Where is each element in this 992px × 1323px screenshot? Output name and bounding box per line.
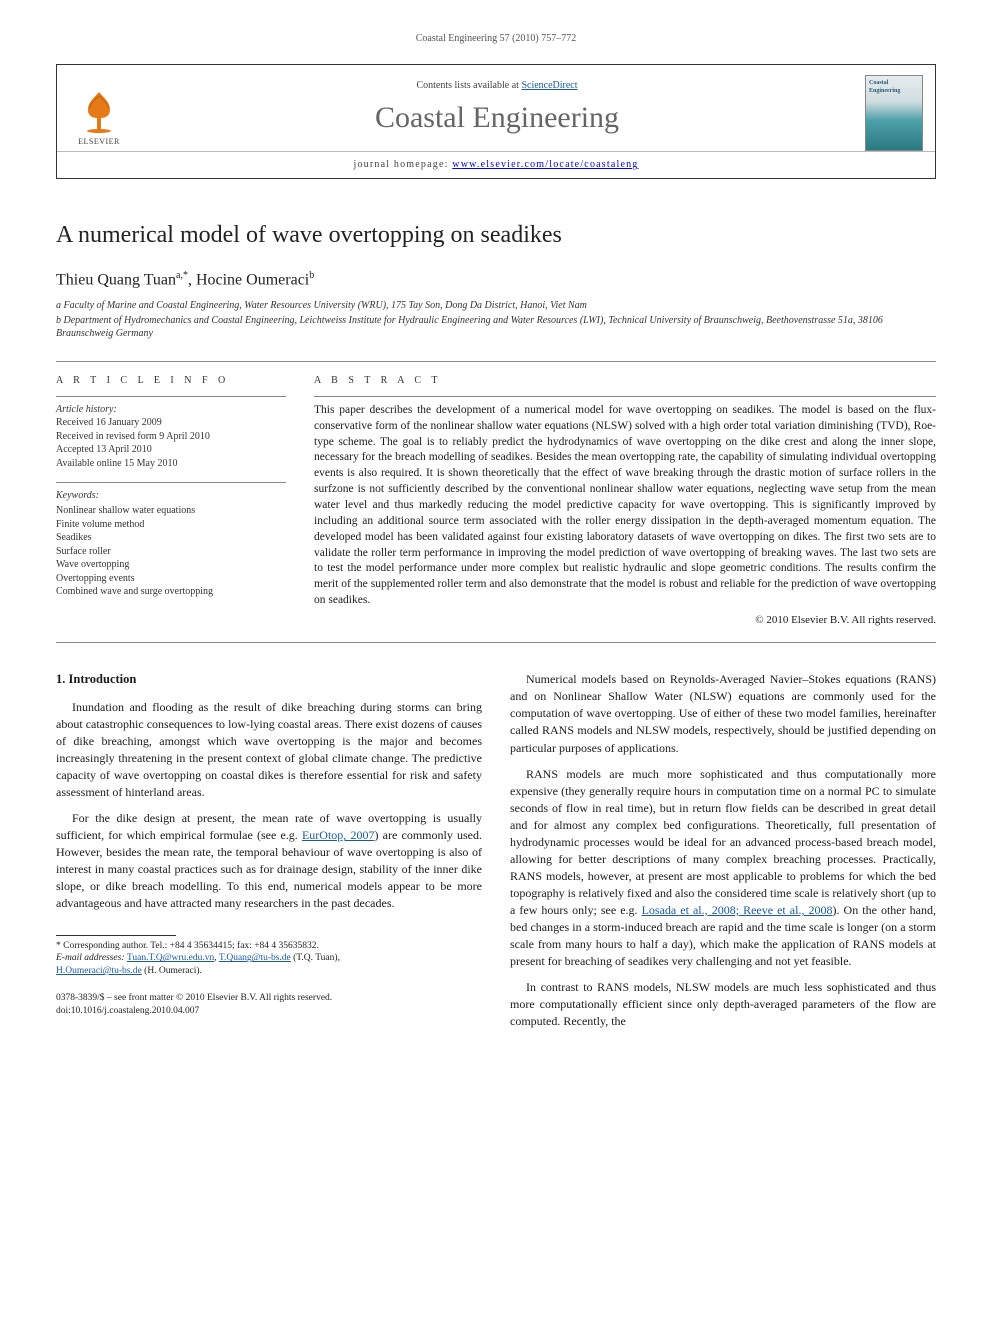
contents-prefix: Contents lists available at bbox=[416, 80, 521, 91]
divider-after-abstract bbox=[56, 642, 936, 643]
abstract-label: A B S T R A C T bbox=[314, 374, 936, 388]
info-divider bbox=[56, 396, 286, 397]
keywords-label: Keywords: bbox=[56, 489, 286, 503]
header-middle: Contents lists available at ScienceDirec… bbox=[137, 79, 857, 147]
journal-homepage-link[interactable]: www.elsevier.com/locate/coastaleng bbox=[452, 159, 638, 170]
divider-rule bbox=[56, 361, 936, 362]
elsevier-wordmark: ELSEVIER bbox=[78, 136, 120, 147]
history-revised: Received in revised form 9 April 2010 bbox=[56, 430, 286, 444]
email-who: (T.Q. Tuan), bbox=[291, 953, 340, 963]
history-label: Article history: bbox=[56, 403, 286, 417]
article-title: A numerical model of wave overtopping on… bbox=[56, 219, 936, 253]
email-link[interactable]: T.Quang@tu-bs.de bbox=[219, 953, 291, 963]
cover-title: Coastal Engineering bbox=[869, 79, 919, 96]
keyword: Surface roller bbox=[56, 545, 286, 559]
email-link[interactable]: H.Oumeraci@tu-bs.de bbox=[56, 966, 142, 976]
journal-header-box: ELSEVIER Contents lists available at Sci… bbox=[56, 64, 936, 179]
authors-line: Thieu Quang Tuana,*, Hocine Oumeracib bbox=[56, 269, 936, 292]
journal-cover-thumbnail: Coastal Engineering bbox=[865, 75, 923, 151]
article-info-label: A R T I C L E I N F O bbox=[56, 374, 286, 388]
author-1-affil-sup: a, bbox=[176, 270, 183, 281]
running-header: Coastal Engineering 57 (2010) 757–772 bbox=[56, 32, 936, 46]
author-sep: , bbox=[188, 271, 196, 288]
body-paragraph: RANS models are much more sophisticated … bbox=[510, 766, 936, 970]
keyword: Wave overtopping bbox=[56, 558, 286, 572]
keyword: Overtopping events bbox=[56, 572, 286, 586]
journal-name: Coastal Engineering bbox=[137, 97, 857, 139]
email-link[interactable]: Tuan.T.Q@wru.edu.vn bbox=[127, 953, 214, 963]
email-label: E-mail addresses: bbox=[56, 953, 127, 963]
keywords-list: Nonlinear shallow water equations Finite… bbox=[56, 504, 286, 599]
history-online: Available online 15 May 2010 bbox=[56, 457, 286, 471]
body-two-columns: 1. Introduction Inundation and flooding … bbox=[56, 671, 936, 1039]
header-top-row: ELSEVIER Contents lists available at Sci… bbox=[57, 65, 935, 151]
info-abstract-row: A R T I C L E I N F O Article history: R… bbox=[56, 374, 936, 629]
article-history: Article history: Received 16 January 200… bbox=[56, 403, 286, 471]
journal-homepage-line: journal homepage: www.elsevier.com/locat… bbox=[57, 151, 935, 178]
info-divider-2 bbox=[56, 482, 286, 483]
article-info-column: A R T I C L E I N F O Article history: R… bbox=[56, 374, 286, 629]
abstract-divider bbox=[314, 396, 936, 397]
sciencedirect-link[interactable]: ScienceDirect bbox=[521, 80, 577, 91]
email-who: (H. Oumeraci). bbox=[142, 966, 202, 976]
abstract-column: A B S T R A C T This paper describes the… bbox=[314, 374, 936, 629]
body-paragraph: Numerical models based on Reynolds-Avera… bbox=[510, 671, 936, 756]
abstract-text: This paper describes the development of … bbox=[314, 403, 936, 609]
author-2-affil-sup: b bbox=[309, 270, 314, 281]
keyword: Seadikes bbox=[56, 531, 286, 545]
author-2-name: Hocine Oumeraci bbox=[196, 271, 309, 288]
issn-copyright-line: 0378-3839/$ – see front matter © 2010 El… bbox=[56, 992, 482, 1005]
email-line-1: E-mail addresses: Tuan.T.Q@wru.edu.vn, T… bbox=[56, 952, 482, 965]
affiliations: a Faculty of Marine and Coastal Engineer… bbox=[56, 299, 936, 341]
elsevier-tree-icon bbox=[76, 88, 122, 134]
affiliation-a: a Faculty of Marine and Coastal Engineer… bbox=[56, 299, 936, 313]
affiliation-b: b Department of Hydromechanics and Coast… bbox=[56, 314, 936, 341]
page: Coastal Engineering 57 (2010) 757–772 EL… bbox=[0, 0, 992, 1079]
footnotes: * Corresponding author. Tel.: +84 4 3563… bbox=[56, 940, 482, 978]
corresponding-author-line: * Corresponding author. Tel.: +84 4 3563… bbox=[56, 940, 482, 953]
homepage-label: journal homepage: bbox=[353, 159, 452, 170]
footnote-rule bbox=[56, 935, 176, 936]
email-line-2: H.Oumeraci@tu-bs.de (H. Oumeraci). bbox=[56, 965, 482, 978]
author-1-name: Thieu Quang Tuan bbox=[56, 271, 176, 288]
p4-pre: RANS models are much more sophisticated … bbox=[510, 767, 936, 917]
contents-available-line: Contents lists available at ScienceDirec… bbox=[137, 79, 857, 93]
section-1-heading: 1. Introduction bbox=[56, 671, 482, 689]
abstract-copyright: © 2010 Elsevier B.V. All rights reserved… bbox=[314, 613, 936, 628]
body-paragraph: In contrast to RANS models, NLSW models … bbox=[510, 979, 936, 1030]
history-accepted: Accepted 13 April 2010 bbox=[56, 443, 286, 457]
citation-link[interactable]: EurOtop, 2007 bbox=[302, 828, 375, 842]
elsevier-logo: ELSEVIER bbox=[69, 79, 129, 147]
body-paragraph: For the dike design at present, the mean… bbox=[56, 810, 482, 912]
keyword: Combined wave and surge overtopping bbox=[56, 585, 286, 599]
body-paragraph: Inundation and flooding as the result of… bbox=[56, 699, 482, 801]
doi-line: doi:10.1016/j.coastaleng.2010.04.007 bbox=[56, 1005, 482, 1018]
citation-link[interactable]: Losada et al., 2008; Reeve et al., 2008 bbox=[642, 903, 833, 917]
history-received: Received 16 January 2009 bbox=[56, 416, 286, 430]
keyword: Finite volume method bbox=[56, 518, 286, 532]
keyword: Nonlinear shallow water equations bbox=[56, 504, 286, 518]
